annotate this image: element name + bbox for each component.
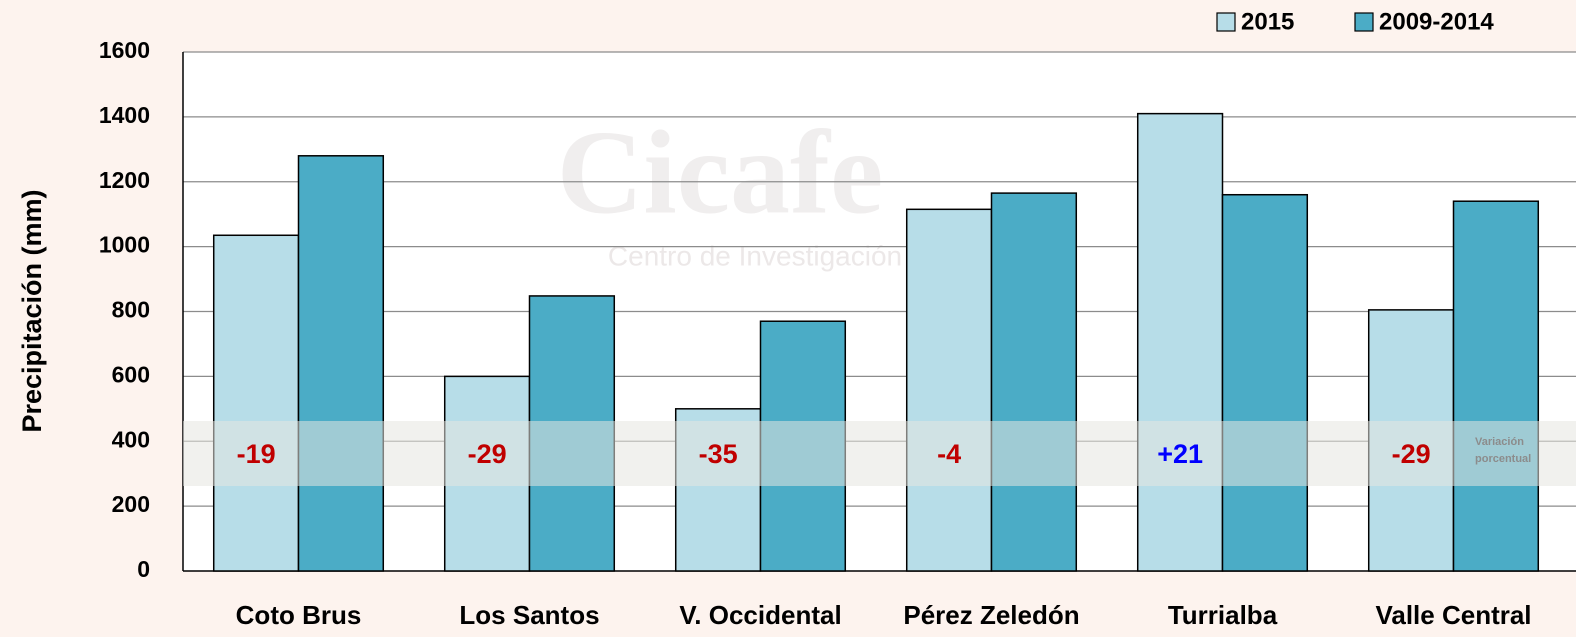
bar <box>1221 193 1309 572</box>
band-label: Variación <box>1475 436 1524 448</box>
x-tick-label: Pérez Zeledón <box>903 600 1079 630</box>
x-tick-label: Coto Brus <box>236 600 362 630</box>
variation-label: -4 <box>937 439 961 469</box>
legend-swatch <box>1216 12 1236 32</box>
bars <box>212 112 1540 572</box>
variation-band <box>183 421 1576 486</box>
y-tick-label: 1000 <box>99 232 150 258</box>
watermark-title: Cicafe <box>557 106 883 239</box>
variation-label: -19 <box>237 439 276 469</box>
x-tick-label: Turrialba <box>1168 600 1278 630</box>
bar <box>212 234 300 572</box>
y-tick-label: 0 <box>137 556 150 582</box>
variation-label: -29 <box>468 439 507 469</box>
band-label: porcentual <box>1475 453 1531 465</box>
y-tick-label: 800 <box>112 297 150 323</box>
x-tick-label: Valle Central <box>1375 600 1531 630</box>
x-tick-label: Los Santos <box>459 600 599 630</box>
overlay: -19 -29 -35 -4 +21 -29 Variación porcentual <box>237 436 1532 469</box>
watermark-subtitle: Centro de Investigación <box>608 240 902 271</box>
y-tick-label: 1200 <box>99 167 150 193</box>
bar <box>297 155 385 572</box>
variation-label: -35 <box>699 439 738 469</box>
y-tick-label: 600 <box>112 361 150 387</box>
y-tick-label: 200 <box>112 491 150 517</box>
legend-label: 2015 <box>1241 8 1294 35</box>
y-tick-label: 1400 <box>99 102 150 128</box>
legend-swatch <box>1354 12 1374 32</box>
variation-label: +21 <box>1157 439 1203 469</box>
y-tick-label: 400 <box>112 426 150 452</box>
bar <box>990 192 1078 572</box>
y-tick-label: 1600 <box>99 37 150 63</box>
bar <box>1136 112 1224 572</box>
bar <box>1452 200 1540 572</box>
x-tick-label: V. Occidental <box>679 600 841 630</box>
legend-label: 2009-2014 <box>1379 8 1494 35</box>
bar <box>905 208 993 572</box>
y-axis-label: Precipitación (mm) <box>17 189 47 432</box>
variation-label: -29 <box>1392 439 1431 469</box>
